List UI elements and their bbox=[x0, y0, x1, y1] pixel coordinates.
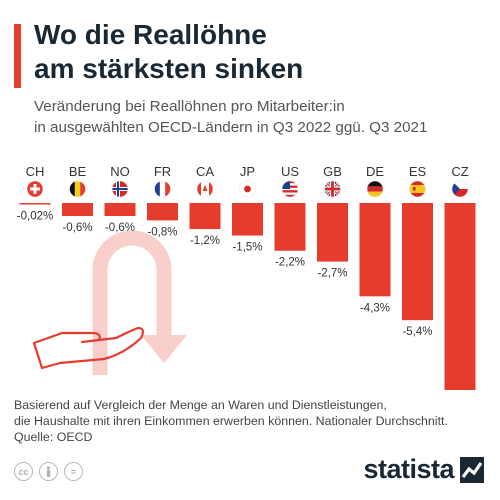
subtitle-line-2: in ausgewählten OECD-Ländern in Q3 2022 … bbox=[34, 119, 428, 136]
bar-be bbox=[62, 203, 93, 217]
footnote-line-2: die Haushalte mit ihren Einkommen erwerb… bbox=[14, 414, 448, 428]
flag-usa-icon bbox=[281, 180, 299, 198]
bar-gb bbox=[317, 203, 348, 262]
curved-arrow-icon bbox=[92, 230, 172, 375]
source-note: Quelle: OECD bbox=[14, 430, 93, 444]
footnote: Basierend auf Vergleich der Menge an War… bbox=[14, 397, 489, 445]
bar-chart: CH BE NO FR CA JP US GB DE ES CZ -0,02%-0,6% -0,6% -… bbox=[17, 164, 476, 390]
country-code-fr: FR bbox=[154, 164, 171, 179]
person-icon[interactable] bbox=[39, 462, 58, 481]
flag-uk-icon bbox=[324, 180, 341, 198]
value-label-es: -5,4% bbox=[402, 326, 432, 338]
value-label-de: -4,3% bbox=[360, 302, 390, 314]
hand-icon bbox=[32, 326, 145, 370]
subtitle-line-1: Veränderung bei Reallöhnen pro Mitarbeit… bbox=[34, 98, 345, 115]
equal-icon[interactable]: = bbox=[64, 462, 83, 481]
flag-belgium-icon bbox=[69, 180, 86, 198]
flag-japan-icon bbox=[239, 180, 256, 198]
flag-czechia-icon bbox=[451, 180, 469, 198]
bar-es bbox=[402, 203, 433, 321]
bar-ca bbox=[189, 203, 221, 230]
country-code-cz: CZ bbox=[451, 164, 468, 179]
bar-no bbox=[104, 203, 136, 217]
country-code-be: BE bbox=[69, 164, 87, 179]
country-code-ca: CA bbox=[196, 164, 214, 179]
flag-switzerland-icon bbox=[26, 180, 44, 198]
value-label-jp: -1,5% bbox=[232, 242, 262, 254]
flag-canada-icon bbox=[196, 180, 214, 198]
statista-mark-icon bbox=[460, 456, 484, 483]
country-code-ch: CH bbox=[26, 164, 45, 179]
value-label-gb: -2,7% bbox=[317, 268, 347, 280]
value-label-us: -2,2% bbox=[275, 257, 305, 269]
brand-name: statista bbox=[363, 454, 454, 484]
country-code-de: DE bbox=[366, 164, 384, 179]
title-accent-bar bbox=[14, 24, 21, 88]
country-code-gb: GB bbox=[323, 164, 342, 179]
value-label-ch: -0,02% bbox=[17, 211, 53, 223]
cc-icon[interactable]: cc bbox=[14, 462, 33, 481]
value-label-fr: -0,8% bbox=[147, 226, 177, 238]
country-code-jp: JP bbox=[240, 164, 255, 179]
arrow-head-icon bbox=[141, 335, 187, 363]
country-code-us: US bbox=[281, 164, 299, 179]
title-line-1: Wo die Reallöhne bbox=[34, 19, 267, 50]
statista-logo[interactable]: statista bbox=[363, 454, 484, 485]
bar-jp bbox=[232, 203, 263, 236]
flag-germany-icon bbox=[366, 180, 384, 198]
value-label-be: -0,6% bbox=[62, 222, 92, 234]
country-code-es: ES bbox=[409, 164, 427, 179]
footnote-line-1: Basierend auf Vergleich der Menge an War… bbox=[14, 398, 387, 412]
bar-fr bbox=[147, 203, 178, 221]
flag-norway-icon bbox=[111, 180, 129, 198]
bar-de bbox=[359, 203, 391, 297]
country-code-no: NO bbox=[110, 164, 130, 179]
hand-arrow-illustration bbox=[32, 230, 187, 375]
license-icons: cc = bbox=[14, 462, 83, 481]
chart-subtitle: Veränderung bei Reallöhnen pro Mitarbeit… bbox=[34, 96, 489, 138]
title-line-2: am stärksten sinken bbox=[34, 53, 304, 84]
bar-cz bbox=[444, 203, 476, 390]
flag-spain-icon bbox=[409, 180, 426, 198]
page-title: Wo die Reallöhne am stärksten sinken bbox=[34, 18, 484, 86]
bar-ch bbox=[19, 203, 51, 205]
value-label-no: -0,6% bbox=[105, 222, 135, 234]
flag-france-icon bbox=[154, 180, 171, 198]
bar-us bbox=[274, 203, 306, 251]
value-label-ca: -1,2% bbox=[190, 235, 220, 247]
